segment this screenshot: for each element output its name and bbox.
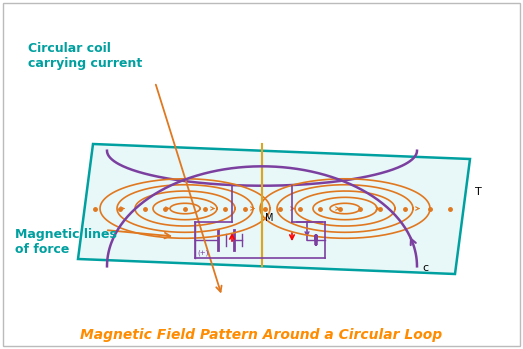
FancyBboxPatch shape [3, 3, 520, 346]
Text: Magnetic Field Pattern Around a Circular Loop: Magnetic Field Pattern Around a Circular… [80, 328, 442, 342]
Text: Circular coil
carrying current: Circular coil carrying current [28, 42, 142, 70]
Text: Magnetic lines
of force: Magnetic lines of force [15, 228, 117, 256]
Text: (+): (+) [197, 250, 208, 257]
Text: M: M [265, 213, 274, 223]
Polygon shape [78, 144, 470, 274]
Text: T: T [475, 187, 482, 197]
Text: c: c [422, 263, 428, 273]
